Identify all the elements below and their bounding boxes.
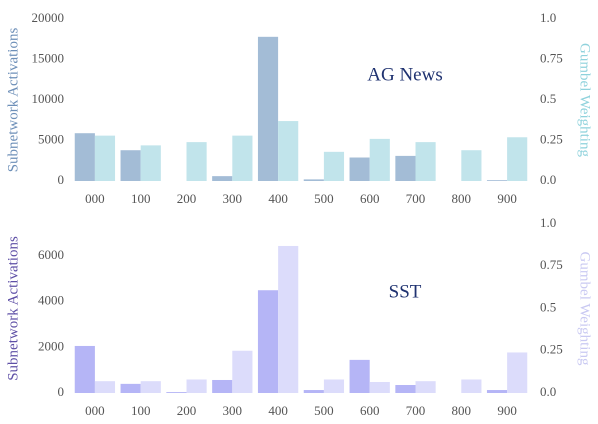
bar xyxy=(232,350,253,393)
y-tick-label: 2000 xyxy=(38,338,64,353)
bar xyxy=(349,157,370,181)
bar xyxy=(278,245,299,393)
bar xyxy=(507,352,528,393)
bar xyxy=(74,345,95,393)
y2-tick-label: 0.75 xyxy=(540,50,563,65)
bar xyxy=(212,176,233,181)
y-tick-label: 20000 xyxy=(32,10,65,25)
bar xyxy=(278,121,299,181)
bar xyxy=(186,142,207,181)
x-tick-label: 100 xyxy=(131,191,151,206)
y2-tick-label: 0.75 xyxy=(540,257,563,272)
bar xyxy=(166,392,187,393)
x-tick-label: 100 xyxy=(131,403,151,418)
y2-tick-label: 0.0 xyxy=(540,172,556,187)
x-tick-label: 900 xyxy=(497,191,517,206)
x-tick-label: 600 xyxy=(360,191,380,206)
x-tick-label: 000 xyxy=(85,191,105,206)
x-tick-label: 400 xyxy=(268,191,288,206)
bar xyxy=(140,145,161,181)
x-tick-label: 800 xyxy=(452,191,472,206)
y2-tick-label: 0.25 xyxy=(540,131,563,146)
bar xyxy=(415,381,436,393)
bar xyxy=(257,290,279,393)
y2-tick-label: 1.0 xyxy=(540,215,556,230)
x-tick-label: 500 xyxy=(314,403,334,418)
x-tick-label: 600 xyxy=(360,403,380,418)
y2-axis-label: Gumbel Weighting xyxy=(577,252,593,366)
bar xyxy=(486,180,508,181)
y2-tick-label: 0.25 xyxy=(540,342,563,357)
bar xyxy=(369,382,390,393)
x-tick-label: 800 xyxy=(452,403,472,418)
bar xyxy=(461,379,482,393)
y-tick-label: 6000 xyxy=(38,247,64,262)
x-tick-label: 200 xyxy=(177,191,197,206)
bar xyxy=(349,359,370,393)
bar xyxy=(395,385,416,393)
chart-title: AG News xyxy=(367,64,442,85)
bar xyxy=(120,383,141,393)
bar xyxy=(369,138,390,181)
bar xyxy=(395,155,416,181)
bar xyxy=(94,135,116,181)
x-tick-label: 300 xyxy=(223,403,243,418)
bar xyxy=(323,379,345,393)
bar xyxy=(232,135,253,181)
y-tick-label: 15000 xyxy=(32,50,65,65)
bar xyxy=(303,179,324,181)
bar xyxy=(323,151,345,181)
x-tick-label: 300 xyxy=(223,191,243,206)
y2-tick-label: 0.5 xyxy=(540,299,556,314)
y-tick-label: 0 xyxy=(58,172,65,187)
bar xyxy=(140,381,161,393)
x-tick-label: 700 xyxy=(406,191,426,206)
bar xyxy=(94,381,116,393)
y2-tick-label: 0.0 xyxy=(540,384,556,399)
bar xyxy=(461,150,482,181)
bar xyxy=(303,390,324,393)
x-tick-label: 500 xyxy=(314,191,334,206)
x-tick-label: 000 xyxy=(85,403,105,418)
y-tick-label: 4000 xyxy=(38,293,64,308)
y-tick-label: 0 xyxy=(58,384,65,399)
chart-title: SST xyxy=(389,281,422,302)
bar xyxy=(74,133,95,181)
x-tick-label: 400 xyxy=(268,403,288,418)
y-tick-label: 5000 xyxy=(38,131,64,146)
bar xyxy=(120,150,141,181)
y2-axis-label: Gumbel Weighting xyxy=(577,43,593,157)
bar xyxy=(415,142,436,181)
y2-tick-label: 0.5 xyxy=(540,91,556,106)
bar xyxy=(212,379,233,393)
y-axis-label: Subnetwork Activations xyxy=(5,236,21,381)
y-tick-label: 10000 xyxy=(32,91,65,106)
x-tick-label: 700 xyxy=(406,403,426,418)
bar xyxy=(257,36,279,181)
bar xyxy=(486,390,508,393)
y2-tick-label: 1.0 xyxy=(540,10,556,25)
x-tick-label: 900 xyxy=(497,403,517,418)
bar xyxy=(507,137,528,181)
x-tick-label: 200 xyxy=(177,403,197,418)
y-axis-label: Subnetwork Activations xyxy=(5,28,21,173)
bar xyxy=(186,379,207,393)
